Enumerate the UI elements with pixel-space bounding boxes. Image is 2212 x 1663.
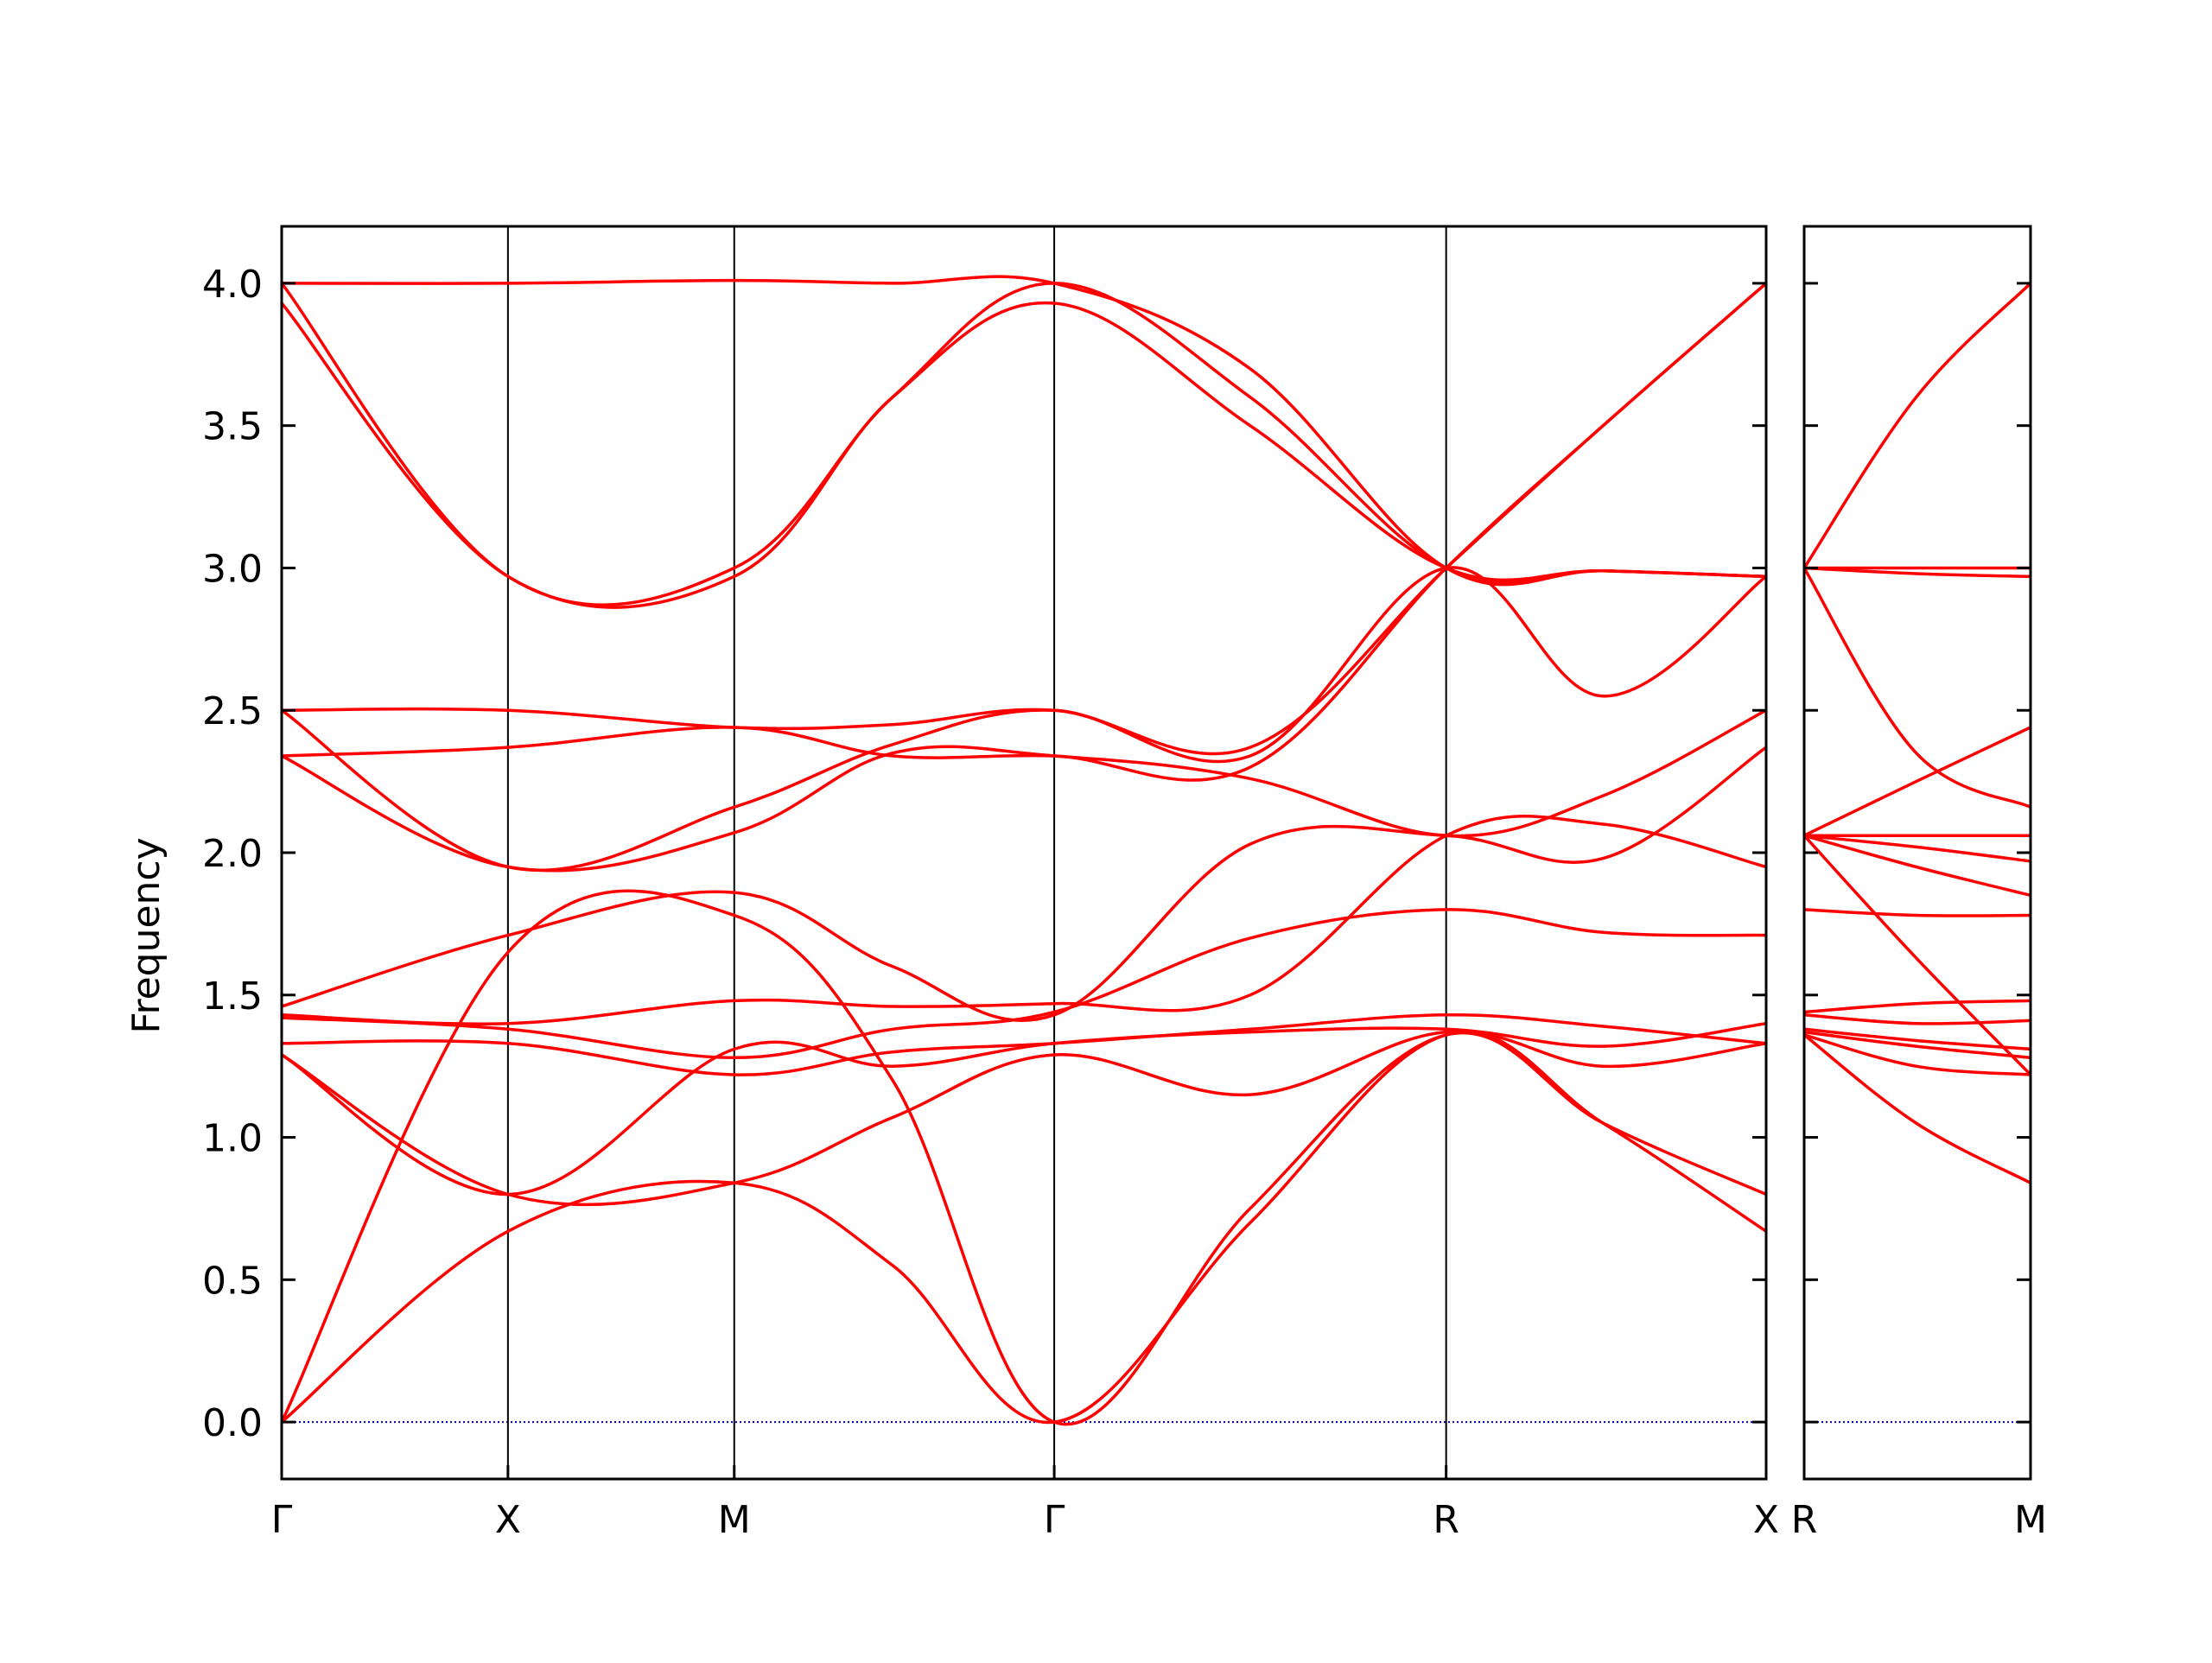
band-line-16 (1804, 282, 2031, 569)
band-line-12 (1804, 726, 2031, 837)
y-tick-label: 2.5 (202, 689, 263, 733)
x-tick-label: Γ (1044, 1498, 1065, 1542)
band-line-12 (282, 282, 1766, 756)
band-line-2 (1804, 1033, 2031, 1076)
y-tick-label: 1.5 (202, 974, 263, 1019)
band-line-13 (1804, 567, 2031, 809)
band-line-5 (1804, 1013, 2031, 1025)
band-line-4 (282, 1021, 1766, 1196)
band-line-9 (1804, 834, 2031, 898)
band-line-3 (1804, 1030, 2031, 1060)
x-tick-label: R (1433, 1498, 1459, 1542)
band-line-6 (282, 908, 1766, 1060)
x-tick-label: R (1791, 1498, 1818, 1542)
x-tick-label: M (718, 1498, 751, 1542)
y-tick-label: 1.0 (202, 1117, 263, 1161)
y-tick-label: 4.0 (202, 263, 263, 307)
x-tick-label: X (1753, 1498, 1779, 1542)
plot-layer: 0.00.51.01.52.02.53.03.54.0Γ X M Γ R X R M (202, 225, 2047, 1542)
band-line-14 (282, 282, 1766, 606)
band-lines (1804, 282, 2031, 1184)
panel-1: 0.0 0.5 1.0 1.5 2.0 2.5 3.0 3.5 4.0 Γ X M Γ R X (202, 225, 1779, 1542)
band-line-3 (282, 1030, 1766, 1207)
band-line-15 (282, 275, 1766, 587)
band-line-6 (1804, 999, 2031, 1014)
x-tick-label: M (2014, 1498, 2047, 1542)
x-tick-label: X (495, 1498, 521, 1542)
x-tick-label: Γ (271, 1498, 293, 1542)
band-line-7 (1804, 908, 2031, 917)
band-line-8 (282, 746, 1766, 1022)
band-line-8 (1804, 835, 2031, 1076)
band-line-7 (282, 815, 1766, 1025)
y-tick-label: 3.0 (202, 547, 263, 591)
band-line-5 (282, 1013, 1766, 1076)
y-tick-label: 2.0 (202, 832, 263, 876)
band-line-1 (1804, 1033, 2031, 1184)
band-line-2 (282, 889, 1766, 1426)
y-tick-label: 0.5 (202, 1259, 263, 1303)
y-tick-label: 3.5 (202, 405, 263, 449)
y-tick-label: 0.0 (202, 1401, 263, 1445)
band-lines (282, 275, 1766, 1426)
y-axis-title: Frequency (124, 837, 168, 1033)
band-line-10 (1804, 834, 2031, 863)
